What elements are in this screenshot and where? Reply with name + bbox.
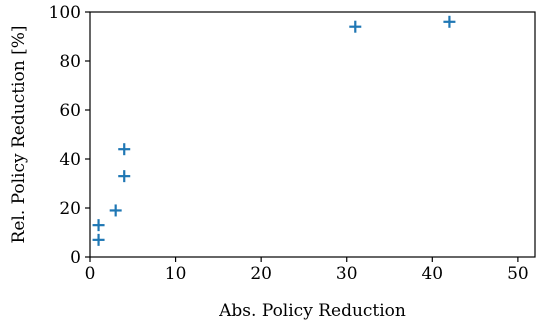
x-tick-label: 50 [507, 264, 529, 284]
y-tick-label: 60 [59, 101, 81, 121]
y-tick-label: 40 [59, 150, 81, 170]
y-axis: 0 20 40 60 80 100 [49, 3, 90, 268]
plot-area [89, 11, 536, 258]
data-points [92, 15, 456, 246]
data-point [118, 170, 131, 183]
x-axis: 0 10 20 30 40 50 [85, 257, 529, 284]
x-tick-label: 40 [421, 264, 443, 284]
y-tick-label: 0 [70, 248, 81, 268]
y-tick-label: 80 [59, 52, 81, 72]
x-tick-label: 10 [165, 264, 187, 284]
plot-frame [89, 11, 536, 258]
x-tick-label: 0 [85, 264, 96, 284]
data-point [443, 15, 456, 28]
data-point [118, 143, 131, 156]
data-point [92, 233, 105, 246]
x-axis-label: Abs. Policy Reduction [218, 301, 406, 321]
data-point [349, 20, 362, 33]
y-tick-label: 20 [59, 199, 81, 219]
y-axis-label: Rel. Policy Reduction [%] [9, 26, 29, 244]
x-tick-label: 30 [336, 264, 358, 284]
data-point [109, 204, 122, 217]
data-point [92, 219, 105, 232]
y-tick-label: 100 [49, 3, 81, 23]
x-tick-label: 20 [250, 264, 272, 284]
